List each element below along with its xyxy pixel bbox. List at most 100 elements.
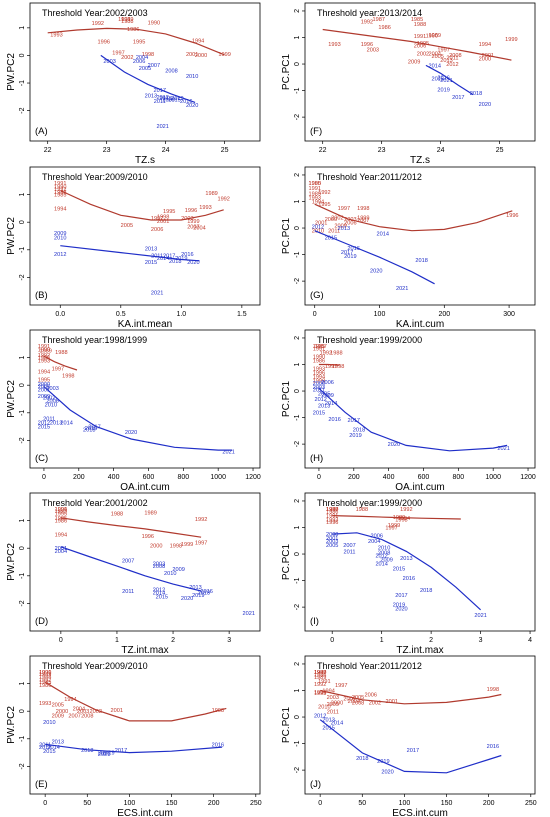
panel-c: Threshold year:1998/1999 (C) 0 200 400 600 800… — [6, 329, 261, 493]
panel-f-point-1986: 1986 — [378, 25, 390, 31]
panel-d-point-1998: 1998 — [170, 543, 182, 549]
panel-i-ytick-label: 0 — [294, 552, 301, 556]
panel-g-ytick-label: -1 — [294, 251, 301, 257]
panel-a-point-2017: 2017 — [154, 88, 166, 94]
panel-h-point-1998: 1998 — [332, 364, 344, 370]
panel-e-point-1985: 1985 — [39, 680, 51, 686]
panel-f-threshold-title: Threshold year:2013/2014 — [317, 8, 422, 18]
panel-d-point-2015: 2015 — [156, 595, 168, 601]
panel-a-point-2005: 2005 — [139, 66, 151, 72]
panel-c-point-1989: 1989 — [39, 349, 51, 355]
panel-b-point-2004: 2004 — [193, 226, 205, 232]
panel-c-xtick-label: 1200 — [245, 474, 261, 481]
panel-h-point-1986: 1986 — [313, 359, 325, 365]
panel-a-point-2007: 2007 — [148, 63, 160, 69]
panel-a-point-2003: 2003 — [103, 59, 115, 65]
panel-d-point-1995: 1995 — [55, 512, 67, 518]
panel-h-ytick-label: -1 — [294, 414, 301, 420]
panel-c-point-1997: 1997 — [52, 367, 64, 373]
panel-a-point-1996: 1996 — [97, 40, 109, 46]
panel-h-point-2019: 2019 — [349, 433, 361, 439]
panel-h-point-2017: 2017 — [348, 418, 360, 424]
panel-c-point-2014: 2014 — [60, 420, 72, 426]
panel-e-ytick-label: -1 — [19, 736, 26, 742]
panel-b-point-1992: 1992 — [217, 197, 229, 203]
panel-g-point-1999: 1999 — [357, 215, 369, 221]
panel-a-point-2000: 2000 — [195, 53, 207, 59]
panel-d-point-2013: 2013 — [189, 585, 201, 591]
panel-i-point-2009: 2009 — [380, 557, 392, 563]
panel-h-point-1997: 1997 — [325, 364, 337, 370]
panel-e-point-2014: 2014 — [47, 745, 59, 751]
panel-e: Threshold Year:2009/2010(E)0 50 100 150 200 2… — [6, 655, 262, 817]
panel-i-point-1993: 1993 — [326, 518, 338, 524]
panel-j-point-2013: 2013 — [322, 718, 334, 724]
panel-i-ytick-label: 1 — [294, 525, 301, 529]
panel-h-point-1994: 1994 — [313, 374, 325, 380]
panel-f-point-2012: 2012 — [446, 62, 458, 68]
panel-a-point-2011: 2011 — [154, 99, 166, 105]
panel-i-ytick-label: -1 — [294, 577, 301, 583]
panel-b-blue-fit-curve — [60, 245, 200, 262]
panel-a-xtick-label: 22 — [44, 147, 52, 154]
panel-b-point-2012: 2012 — [54, 252, 66, 258]
panel-e-point-2012: 2012 — [39, 745, 51, 751]
panel-i-point-2011: 2011 — [344, 549, 356, 555]
panel-c-xtick-label: 600 — [143, 474, 155, 481]
panel-h-frame — [304, 329, 536, 469]
panel-f-point-2006: 2006 — [414, 43, 426, 49]
panel-g-point-1989: 1989 — [308, 192, 320, 198]
panel-f-point-1985: 1985 — [411, 17, 423, 23]
panel-b-threshold-title: Threshold Year:2009/2010 — [42, 172, 148, 182]
panel-b-point-2015: 2015 — [145, 260, 157, 266]
panel-d-red-fit-curve — [60, 517, 202, 538]
panel-e-point-2016: 2016 — [212, 742, 224, 748]
panel-d-ytick-label: 1 — [19, 519, 26, 523]
panel-e-point-2000: 2000 — [56, 709, 68, 715]
panel-c-point-2009: 2009 — [38, 394, 50, 400]
panel-b-ytick-label: -1 — [19, 247, 26, 253]
panel-e-point-1989: 1989 — [39, 672, 51, 678]
panel-f-ytick-label: 2 — [294, 9, 301, 13]
panel-c-frame — [29, 329, 261, 469]
panel-d-xaxis-title: TZ.int.max — [121, 645, 168, 656]
panel-d-xtick-label: 2 — [171, 637, 175, 644]
panel-e-xtick-label: 100 — [124, 800, 136, 807]
panel-h-xtick-label: 0 — [317, 474, 321, 481]
panel-f-yaxis-title: PC.PC1 — [281, 54, 292, 91]
panel-d-point-2011: 2011 — [122, 589, 134, 595]
panel-c-red-fit-curve — [43, 355, 78, 371]
panel-g-point-2003: 2003 — [344, 217, 356, 223]
panel-d-point-2019: 2019 — [192, 593, 204, 599]
panel-f-xtick-label: 23 — [378, 147, 386, 154]
panel-j-point-2001: 2001 — [386, 699, 398, 705]
panel-j-point-1996: 1996 — [314, 690, 326, 696]
panel-e-point-2009: 2009 — [52, 713, 64, 719]
panel-a-threshold-title: Threshold Year:2002/2003 — [42, 8, 148, 18]
panel-c-point-2002: 2002 — [43, 396, 55, 402]
panel-i: Threshold year:1999/2000 (I) 0 1 2 3 4 2 1 0 -1 -2 T… — [281, 492, 536, 656]
panel-f-point-1994: 1994 — [479, 42, 491, 48]
panel-g-threshold-title: Threshold Year:2011/2012 — [317, 172, 422, 182]
panel-e-point-2005: 2005 — [52, 702, 64, 708]
panel-b-point-2001: 2001 — [157, 219, 169, 225]
panel-a-point-2001: 2001 — [186, 52, 198, 58]
panel-c-point-2016: 2016 — [85, 426, 97, 432]
panel-h-point-1993: 1993 — [313, 366, 325, 372]
panel-a-point-2010: 2010 — [186, 74, 198, 80]
panel-c-xaxis-title: OA.int.cum — [120, 482, 169, 493]
panel-i-xtick-label: 3 — [479, 637, 483, 644]
panel-h: Threshold year:1999/2000 (H) 0 200 400 600 800… — [281, 329, 536, 493]
panel-d-point-2009: 2009 — [172, 567, 184, 573]
panel-b-point-1991: 1991 — [54, 181, 66, 187]
panel-a-point-2006: 2006 — [133, 59, 145, 65]
panel-h-point-1987: 1987 — [314, 344, 326, 350]
panel-h-xtick-label: 1200 — [520, 474, 536, 481]
panel-h-point-2005: 2005 — [318, 392, 330, 398]
panel-h-point-2011: 2011 — [313, 388, 325, 394]
panel-f: Threshold year:2013/2014 (F) 22 23 24 25 2 1 0 -1… — [281, 2, 536, 166]
panel-i-point-1985: 1985 — [326, 507, 338, 513]
panel-j-yaxis-title: PC.PC1 — [281, 707, 292, 744]
panel-j-point-2005: 2005 — [352, 695, 364, 701]
panel-h-ytick-label: 1 — [294, 362, 301, 366]
